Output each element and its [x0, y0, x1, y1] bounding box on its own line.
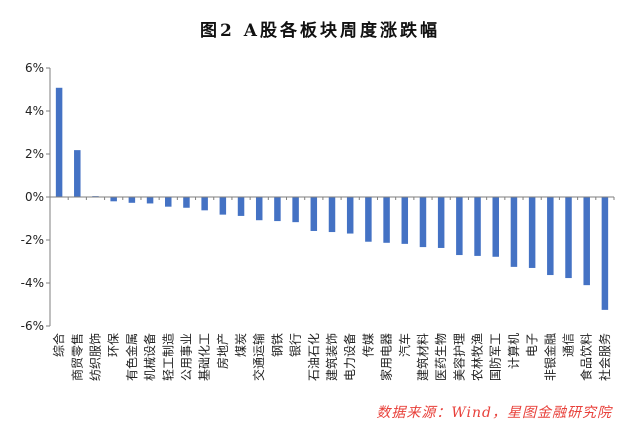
- bar-2: [74, 150, 81, 197]
- x-tick-label: 商贸零售: [69, 333, 84, 381]
- bar-12: [255, 197, 263, 221]
- bar-19: [383, 197, 390, 243]
- bar-13: [274, 197, 281, 222]
- x-tick-label: 钢铁: [270, 333, 284, 357]
- bar-23: [456, 197, 463, 256]
- bar-9: [201, 197, 208, 211]
- x-tick-label: 机械设备: [142, 333, 157, 381]
- bar-6: [146, 197, 154, 204]
- bar-21: [419, 197, 427, 248]
- x-tick-label: 建筑装饰: [324, 333, 339, 381]
- x-tick-label: 通信: [562, 333, 576, 357]
- bar-10: [219, 197, 227, 215]
- x-tick-label: 传媒: [360, 333, 375, 357]
- x-tick-label: 纺织服饰: [88, 333, 102, 381]
- bar-16: [328, 197, 336, 233]
- bar-30: [583, 197, 590, 286]
- x-tick-label: 煤炭: [234, 333, 248, 357]
- bar-26: [510, 197, 518, 267]
- bar-18: [365, 197, 372, 242]
- x-tick-label: 建筑材料: [415, 333, 430, 381]
- y-tick-label: -6%: [21, 319, 44, 333]
- y-tick-label: -4%: [21, 276, 44, 290]
- x-tick-label: 计算机: [506, 333, 521, 369]
- x-tick-label: 公用事业: [179, 333, 193, 381]
- bar-7: [165, 197, 172, 207]
- x-tick-label: 食品饮料: [579, 333, 594, 381]
- x-tick-label: 房地产: [215, 333, 230, 369]
- x-tick-label: 石油石化: [307, 333, 321, 381]
- x-tick-label: 医药生物: [434, 333, 448, 381]
- x-tick-label: 电力设备: [343, 333, 357, 381]
- x-tick-label: 非银金融: [542, 333, 557, 381]
- bar-17: [346, 197, 354, 234]
- bar-28: [547, 197, 554, 276]
- y-tick-label: 2%: [25, 147, 44, 161]
- x-tick-label: 交通运输: [251, 333, 266, 381]
- bar-20: [401, 197, 409, 244]
- x-axis: [50, 196, 615, 200]
- bar-1: [55, 87, 63, 197]
- x-tick-label: 国防军工: [488, 333, 503, 381]
- x-tick-label: 农林牧渔: [471, 333, 485, 381]
- x-axis-labels: 综合 商贸零售 纺织服饰 环保 有色金属 机械设备 轻工制造 公用事业 基础化工 房地产 煤炭 交通运…: [51, 333, 612, 381]
- y-tick-label: 6%: [25, 61, 44, 75]
- y-tick-label: 4%: [25, 104, 44, 118]
- x-tick-label: 综合: [51, 333, 66, 357]
- y-tick-label: -2%: [21, 233, 44, 247]
- bar-14: [292, 197, 299, 223]
- chart-title: 图2 A股各板块周度涨跌幅: [200, 20, 440, 41]
- bar-4: [110, 197, 117, 202]
- bar-29: [565, 197, 572, 279]
- x-tick-label: 有色金属: [124, 333, 139, 381]
- x-tick-label: 汽车: [397, 333, 412, 357]
- x-tick-label: 银行: [289, 333, 303, 357]
- bar-5: [128, 197, 136, 203]
- bar-15: [310, 197, 318, 231]
- bar-31: [601, 197, 609, 310]
- x-tick-label: 基础化工: [198, 333, 212, 381]
- bar-22: [437, 197, 445, 248]
- x-tick-label: 电子: [525, 333, 539, 357]
- bar-27: [528, 197, 536, 268]
- x-tick-label: 社会服务: [597, 333, 612, 381]
- bar-24: [474, 197, 481, 256]
- y-axis: 6% 4% 2% 0% -2% -4% -6%: [21, 61, 51, 333]
- x-tick-label: 轻工制造: [161, 333, 175, 381]
- bar-8: [183, 197, 190, 208]
- x-tick-label: 环保: [107, 333, 121, 357]
- y-tick-label: 0%: [25, 190, 44, 204]
- bar-11: [237, 197, 245, 216]
- source-note: 数据来源：Wind，星图金融研究院: [376, 405, 613, 421]
- bars: [55, 87, 609, 310]
- x-tick-label: 家用电器: [379, 333, 394, 381]
- bar-25: [492, 197, 499, 257]
- x-tick-label: 美容护理: [451, 333, 466, 381]
